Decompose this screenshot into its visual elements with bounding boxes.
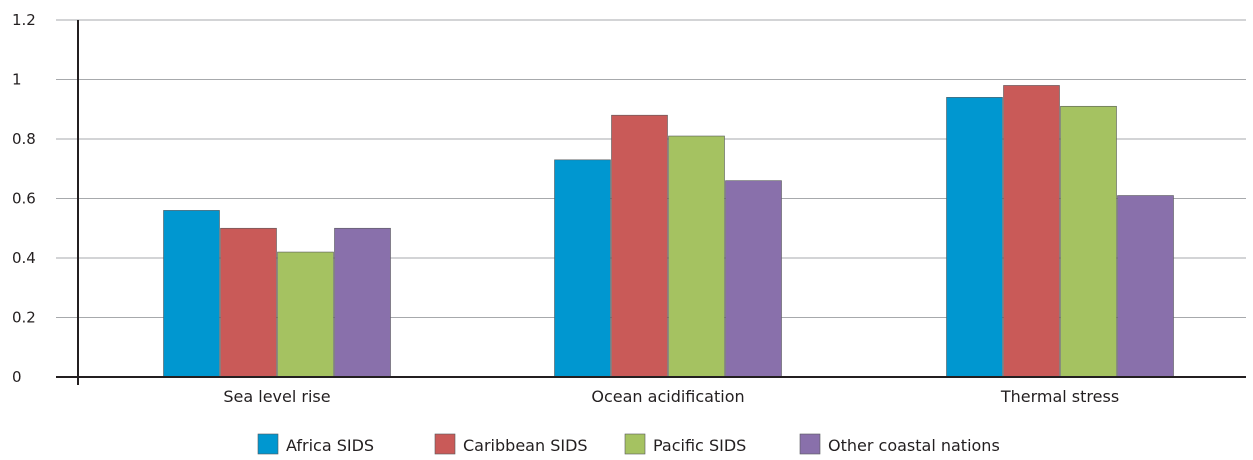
bars	[163, 85, 1174, 378]
x-category-label: Thermal stress	[1000, 387, 1119, 406]
legend-label: Other coastal nations	[828, 436, 1000, 455]
y-tick-label: 0	[12, 368, 22, 386]
legend-item: Pacific SIDS	[624, 433, 746, 455]
legend: Africa SIDS Caribbean SIDS Pacific SIDS Oth…	[257, 433, 1000, 455]
legend-label: Pacific SIDS	[653, 436, 746, 455]
axes	[56, 20, 1246, 385]
legend-item: Other coastal nations	[799, 433, 1000, 455]
bar	[611, 114, 668, 378]
bar	[163, 210, 220, 378]
bar	[334, 227, 391, 378]
bar	[946, 97, 1003, 378]
y-tick-label: 1.2	[12, 11, 36, 29]
category-labels: Sea level rise Ocean acidification Thermal…	[223, 387, 1119, 406]
y-tick-label: 1	[12, 71, 22, 89]
legend-swatch	[799, 433, 821, 455]
bar	[554, 159, 611, 378]
x-category-label: Ocean acidification	[591, 387, 744, 406]
legend-swatch	[434, 433, 456, 455]
bar	[668, 135, 725, 378]
y-tick-labels: 0 0.2 0.4 0.6 0.8 1 1.2	[12, 11, 36, 386]
legend-swatch	[624, 433, 646, 455]
bar	[1003, 85, 1060, 378]
y-tick-label: 0.4	[12, 249, 36, 267]
y-tick-label: 0.6	[12, 190, 36, 208]
legend-swatch	[257, 433, 279, 455]
legend-label: Caribbean SIDS	[463, 436, 588, 455]
legend-item: Caribbean SIDS	[434, 433, 588, 455]
y-tick-label: 0.2	[12, 309, 36, 327]
bar	[725, 180, 782, 378]
y-tick-label: 0.8	[12, 130, 36, 148]
bar	[1060, 105, 1117, 378]
bar	[1117, 195, 1174, 378]
legend-item: Africa SIDS	[257, 433, 374, 455]
legend-label: Africa SIDS	[286, 436, 374, 455]
bar	[277, 251, 334, 378]
bar	[220, 227, 277, 378]
x-category-label: Sea level rise	[223, 387, 330, 406]
